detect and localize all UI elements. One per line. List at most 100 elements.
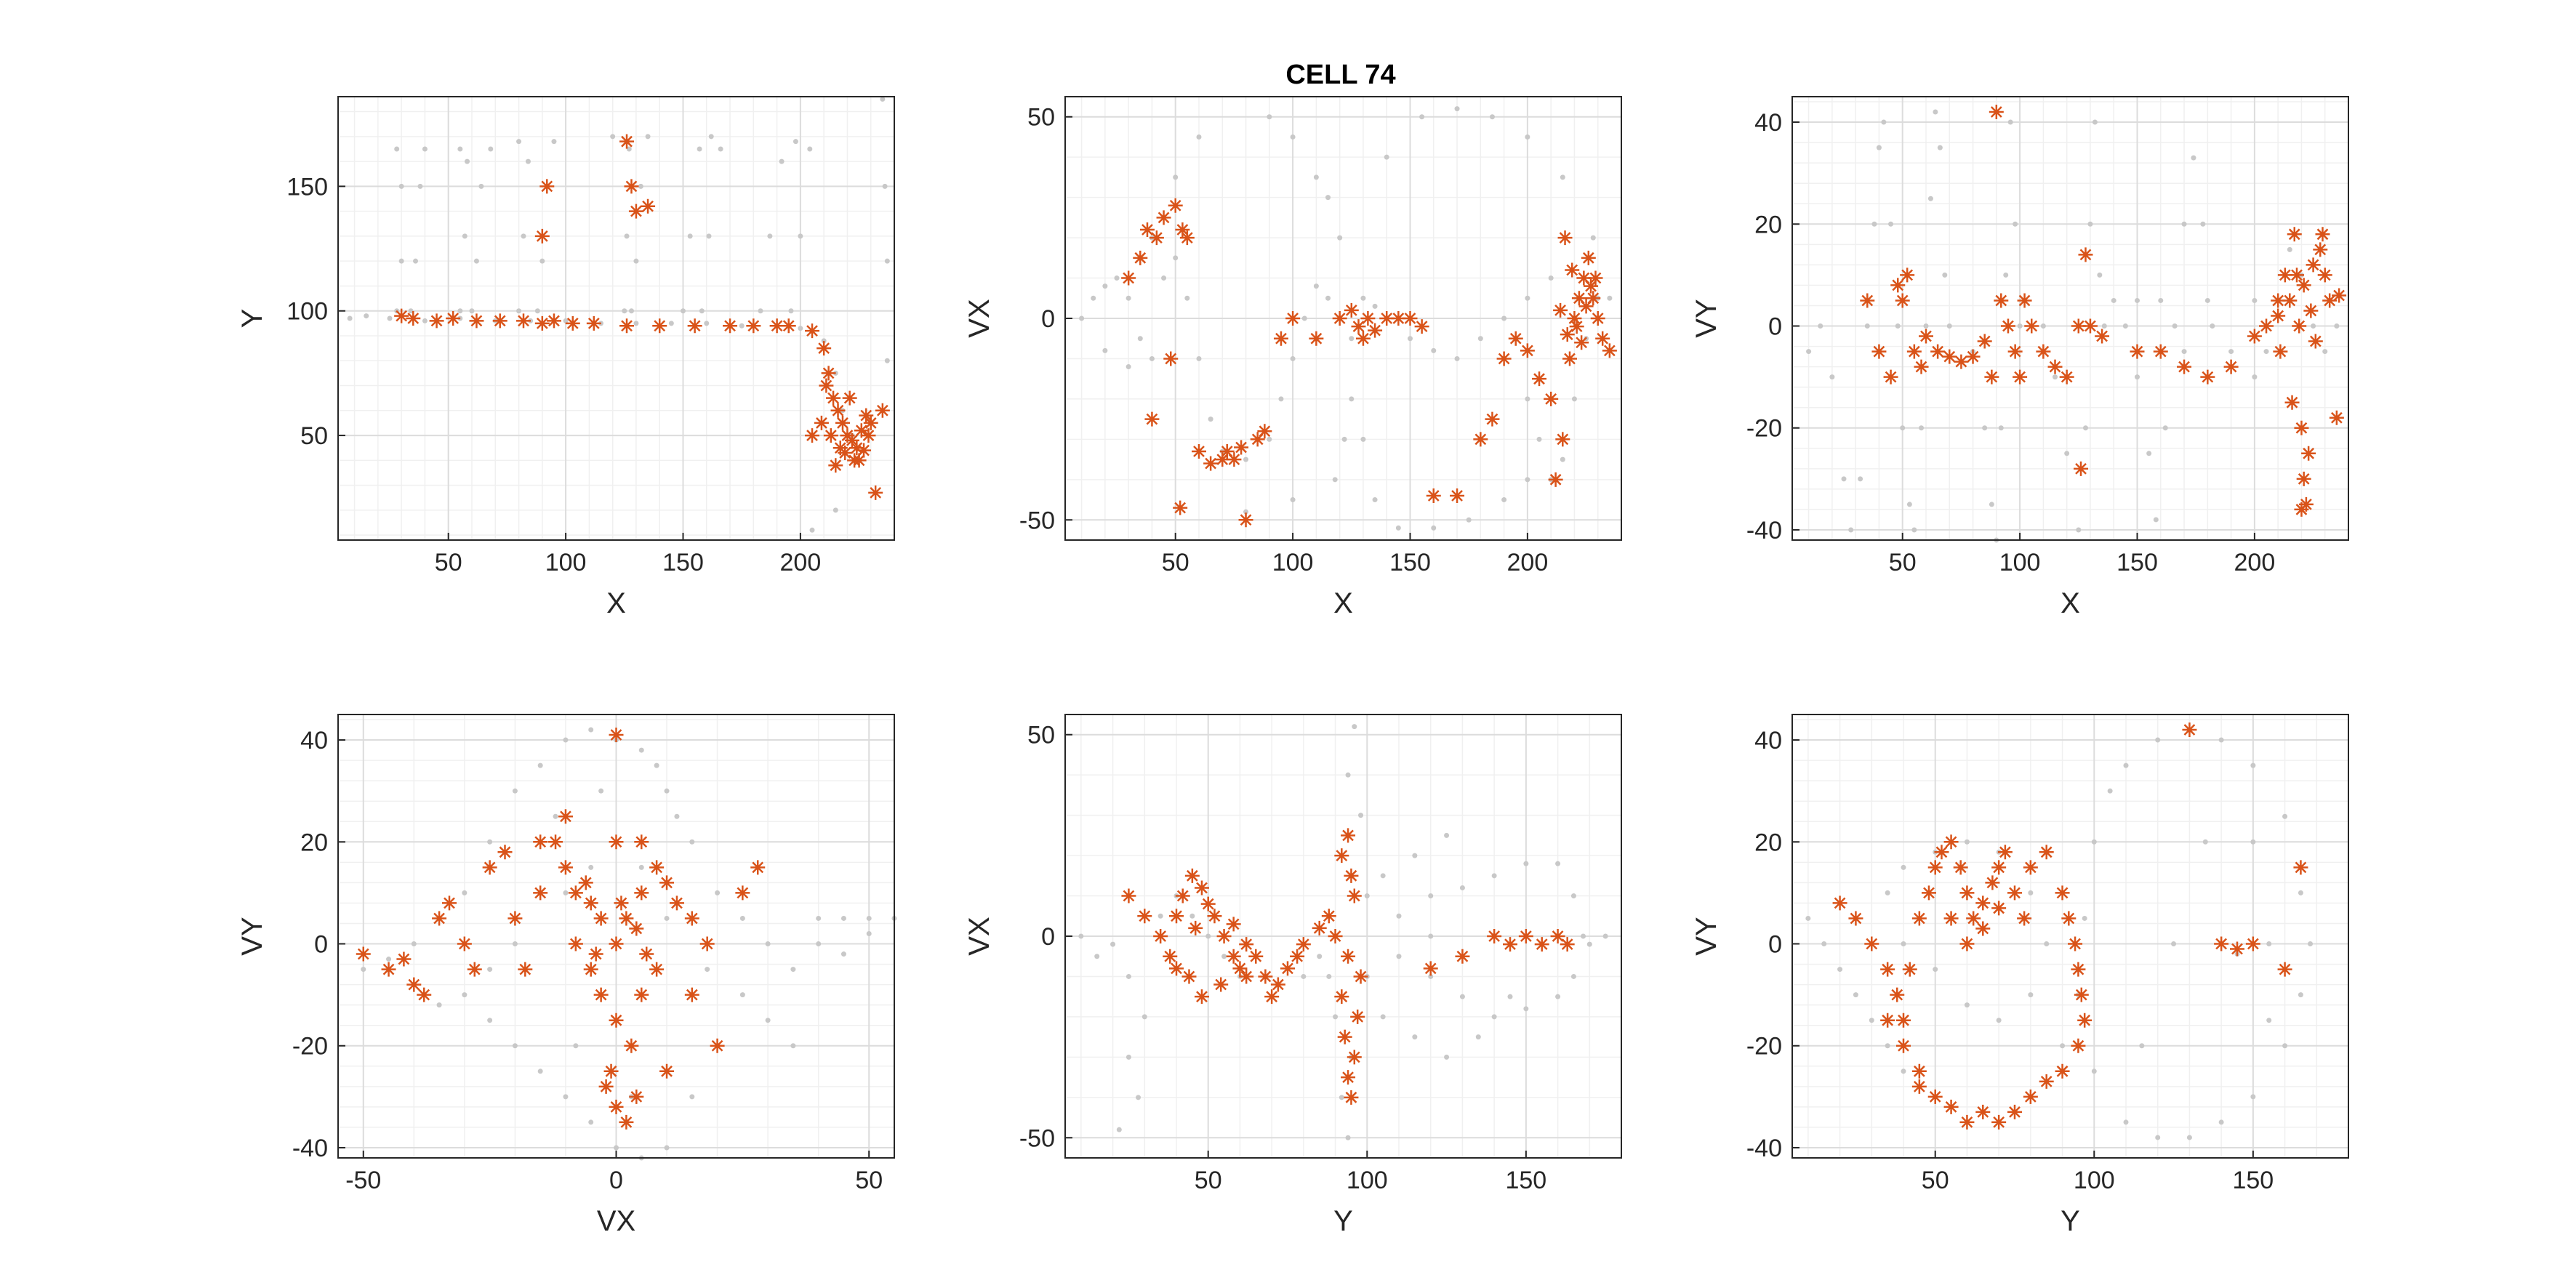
trajectory-point xyxy=(1173,255,1179,261)
x-tick-label: 150 xyxy=(1505,1167,1546,1194)
trajectory-point xyxy=(668,321,674,326)
spike-point xyxy=(1347,1050,1362,1065)
trajectory-point xyxy=(816,915,822,921)
trajectory-point xyxy=(1911,527,1917,533)
spike-point xyxy=(821,366,836,381)
spike-point xyxy=(1574,335,1589,350)
spike-point xyxy=(1485,411,1500,427)
spike-point xyxy=(1954,354,1969,369)
spike-point xyxy=(1927,1089,1943,1104)
trajectory-point xyxy=(1989,502,1994,507)
trajectory-point xyxy=(2282,813,2288,819)
spike-point xyxy=(1848,911,1863,926)
trajectory-point xyxy=(2287,246,2292,252)
spike-point xyxy=(1890,987,1905,1002)
x-tick-label: 200 xyxy=(780,549,822,576)
y-tick-label: 50 xyxy=(1027,104,1055,132)
trajectory-point xyxy=(1525,295,1530,301)
spike-point xyxy=(548,834,563,850)
spike-point xyxy=(1250,432,1265,447)
trajectory-point xyxy=(2087,221,2093,227)
x-tick-label: 50 xyxy=(855,1167,883,1194)
spike-point xyxy=(609,936,624,951)
trajectory-point xyxy=(2017,323,2023,329)
spike-point xyxy=(442,895,457,911)
spike-point xyxy=(2082,318,2098,334)
trajectory-point xyxy=(2091,839,2097,845)
trajectory-point xyxy=(2298,992,2303,998)
trajectory-point xyxy=(1888,221,1894,227)
spike-point xyxy=(1153,929,1168,943)
spike-point xyxy=(1341,1070,1356,1085)
spike-point xyxy=(2071,1038,2086,1053)
trajectory-point xyxy=(1901,941,1906,947)
spike-point xyxy=(1906,344,1922,359)
trajectory-point xyxy=(705,967,710,973)
spike-point xyxy=(2277,962,2292,977)
trajectory-point xyxy=(2028,890,2034,895)
trajectory-point xyxy=(1208,416,1213,422)
trajectory-point xyxy=(1243,509,1249,515)
spike-point xyxy=(534,228,550,243)
trajectory-point xyxy=(664,788,670,794)
trajectory-point xyxy=(539,258,545,264)
spike-point xyxy=(2329,410,2344,425)
trajectory-point xyxy=(1901,1068,1906,1074)
spike-point xyxy=(1487,929,1502,943)
spike-point xyxy=(1200,896,1216,911)
trajectory-point xyxy=(2334,323,2340,329)
spike-point xyxy=(1953,860,1968,875)
trajectory-point xyxy=(417,183,423,189)
trajectory-point xyxy=(2200,221,2206,227)
spike-point xyxy=(1895,293,1910,308)
spike-series xyxy=(1860,105,2347,517)
spike-point xyxy=(1966,911,1981,926)
x-tick-label: 0 xyxy=(609,1167,623,1194)
y-tick-label: 50 xyxy=(300,422,328,450)
trajectory-point xyxy=(816,941,822,947)
trajectory-series xyxy=(347,96,890,533)
spike-point xyxy=(2023,860,2038,875)
spike-point xyxy=(603,1063,619,1079)
spike-point xyxy=(652,318,667,334)
trajectory-point xyxy=(2146,451,2152,456)
spike-point xyxy=(828,458,843,473)
spike-point xyxy=(2271,308,2286,323)
spike-point xyxy=(1144,411,1160,427)
spike-point xyxy=(1163,351,1179,366)
y-tick-label: 0 xyxy=(1041,305,1055,333)
trajectory-point xyxy=(798,326,803,331)
x-axis-label: X xyxy=(1333,587,1353,619)
trajectory-point xyxy=(2134,297,2140,303)
spike-point xyxy=(805,428,820,443)
spike-point xyxy=(1344,1090,1359,1105)
y-tick-label: 40 xyxy=(1754,109,1782,137)
spike-point xyxy=(2059,369,2074,385)
trajectory-point xyxy=(1243,456,1249,462)
spike-point xyxy=(856,443,872,458)
x-tick-label: 50 xyxy=(435,549,462,576)
trajectory-point xyxy=(866,915,872,921)
trajectory-point xyxy=(2266,941,2272,947)
spike-point xyxy=(1927,860,1943,875)
spike-point xyxy=(1860,293,1875,308)
spike-point xyxy=(669,895,684,911)
trajectory-point xyxy=(1267,436,1272,442)
trajectory-point xyxy=(638,747,644,753)
spike-point xyxy=(394,308,409,323)
spike-point xyxy=(1567,311,1582,326)
spike-point xyxy=(2313,242,2328,257)
spike-point xyxy=(863,415,878,430)
spike-point xyxy=(1930,344,1946,359)
trajectory-point xyxy=(767,233,773,239)
spike-point xyxy=(649,860,665,875)
spike-point xyxy=(1595,331,1610,346)
trajectory-point xyxy=(1126,364,1131,370)
trajectory-point xyxy=(1196,355,1202,361)
trajectory-point xyxy=(1349,396,1355,402)
spike-point xyxy=(746,318,761,334)
trajectory-point xyxy=(1548,275,1554,281)
trajectory-point xyxy=(1141,1014,1147,1020)
trajectory-point xyxy=(2097,272,2103,278)
spike-point xyxy=(1203,456,1219,471)
